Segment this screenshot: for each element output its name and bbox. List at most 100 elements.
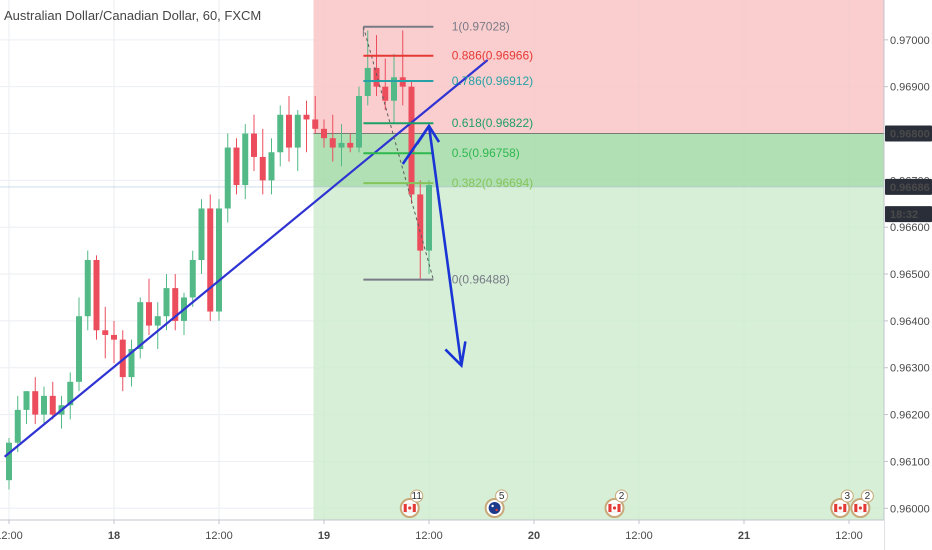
candle-body-up bbox=[242, 133, 249, 186]
price-tick-label: 0.96100 bbox=[890, 456, 930, 468]
candle-body-up bbox=[76, 316, 82, 382]
fib-level-label: 0.382(0.96694) bbox=[452, 176, 533, 190]
event-count: 11 bbox=[412, 491, 423, 502]
price-tick-label: 0.96200 bbox=[890, 410, 930, 422]
fib-level-label: 0.618(0.96822) bbox=[452, 116, 533, 130]
event-count-badge bbox=[860, 489, 874, 503]
event-count: 2 bbox=[619, 491, 625, 502]
price-label-box bbox=[885, 178, 932, 195]
price-label-text: 0.96686 bbox=[890, 182, 930, 194]
flag-stripe bbox=[403, 504, 407, 512]
price-label-box bbox=[885, 206, 932, 223]
candle-body-up bbox=[163, 288, 170, 317]
price-axis[interactable]: 0.96000 0.96100 0.96200 0.96300 0.96400 0.965… bbox=[883, 0, 932, 550]
price-axis-bg bbox=[884, 0, 932, 550]
price-tick-label: 0.96900 bbox=[890, 82, 930, 94]
candle-body-down bbox=[49, 395, 56, 415]
candle-body-up bbox=[426, 185, 432, 251]
maple-leaf-icon bbox=[838, 506, 842, 510]
candle-body-up bbox=[154, 316, 161, 326]
arrowhead-up bbox=[415, 123, 441, 145]
time-axis[interactable]: 12:00 18 12:00 19 12:00 20 12:00 21 12:00 bbox=[0, 519, 884, 550]
flag-stripe bbox=[412, 504, 416, 512]
fib-level-label: 1(0.97028) bbox=[452, 20, 510, 34]
fib-level-label: 0.886(0.96966) bbox=[452, 49, 533, 63]
candle-body-down bbox=[207, 208, 214, 312]
candle-body-up bbox=[391, 77, 397, 101]
candle-body-up bbox=[14, 409, 21, 443]
flag-cross bbox=[495, 508, 498, 512]
candle-body-down bbox=[146, 302, 152, 326]
candle-body-up bbox=[6, 442, 12, 481]
time-tick-label: 12:00 bbox=[415, 530, 443, 542]
candle-body-down bbox=[259, 156, 266, 181]
price-tick-label: 0.96300 bbox=[890, 363, 930, 375]
time-tick-label: 12:00 bbox=[205, 530, 233, 542]
flag-stripe bbox=[617, 504, 621, 512]
candle-body-down bbox=[408, 86, 415, 195]
fib-level-label: 0.5(0.96758) bbox=[452, 146, 520, 160]
candle-body-down bbox=[329, 138, 336, 148]
candle-body-up bbox=[338, 142, 345, 148]
candle-body-up bbox=[224, 147, 231, 209]
event-count-badge bbox=[495, 489, 509, 503]
candle-body-up bbox=[84, 260, 91, 317]
candle-body-down bbox=[102, 330, 109, 335]
fib-trend-dashed bbox=[362, 26, 434, 280]
flag-star bbox=[491, 504, 494, 508]
flag-stripe bbox=[843, 504, 847, 512]
candle-body-down bbox=[286, 114, 292, 148]
candle-body-down bbox=[417, 194, 424, 251]
time-tick-label: 21 bbox=[738, 530, 750, 542]
trendline bbox=[3, 59, 489, 458]
time-tick-label: 12:00 bbox=[835, 530, 863, 542]
event-count: 3 bbox=[844, 491, 850, 502]
candle-body-down bbox=[233, 147, 240, 186]
time-axis-bg bbox=[0, 520, 884, 550]
trendline-layer[interactable] bbox=[3, 59, 489, 458]
candle-body-up bbox=[67, 381, 74, 406]
price-label-box bbox=[885, 125, 932, 142]
candle-body-down bbox=[347, 142, 354, 148]
fibonacci-retracement[interactable]: 1(0.97028) 0.886(0.96966) 0.786(0.96912) 0.… bbox=[362, 20, 533, 287]
time-tick-label: 12:00 bbox=[0, 530, 23, 542]
event-count: 5 bbox=[499, 491, 505, 502]
candle-body-down bbox=[373, 67, 380, 87]
candle-body-down bbox=[303, 114, 310, 120]
candle-body-down bbox=[382, 86, 389, 101]
position-zones bbox=[0, 0, 920, 520]
arrowhead-down bbox=[444, 341, 467, 369]
event-count-badge bbox=[615, 489, 628, 503]
arrow-layer[interactable] bbox=[401, 123, 467, 369]
short-target-zone bbox=[313, 186, 920, 520]
price-tick-label: 0.96000 bbox=[890, 503, 930, 515]
candle-body-up bbox=[277, 114, 284, 153]
flag-stripe bbox=[863, 504, 867, 512]
short-stop-zone bbox=[313, 0, 920, 134]
event-count-badge bbox=[410, 489, 424, 503]
maple-leaf-icon bbox=[858, 506, 862, 510]
candle-body-up bbox=[268, 152, 275, 181]
candle-body-up bbox=[189, 260, 196, 298]
candle-body-down bbox=[312, 119, 319, 129]
candle-body-down bbox=[251, 133, 257, 157]
flag-stripe bbox=[854, 504, 858, 512]
price-tick-label: 0.97000 bbox=[890, 35, 930, 47]
australia-flag-icon bbox=[488, 502, 501, 514]
maple-leaf-icon bbox=[612, 506, 617, 510]
event-markers[interactable]: 11 5 2 3 2 bbox=[399, 489, 874, 518]
price-tick-label: 0.96600 bbox=[890, 222, 930, 234]
candle-body-up bbox=[356, 96, 362, 148]
flag-stripe bbox=[608, 504, 612, 512]
fib-level-label: 0.786(0.96912) bbox=[452, 74, 533, 88]
event-count: 2 bbox=[865, 491, 871, 502]
price-tick-label: 0.96400 bbox=[890, 316, 930, 328]
price-label-text: 0.96800 bbox=[890, 129, 930, 141]
fib-level-label: 0(0.96488) bbox=[452, 273, 510, 287]
candle-body-down bbox=[111, 334, 117, 340]
candle-body-down bbox=[321, 128, 327, 139]
overlap-zone bbox=[313, 133, 920, 187]
event-count-badge bbox=[840, 489, 854, 503]
